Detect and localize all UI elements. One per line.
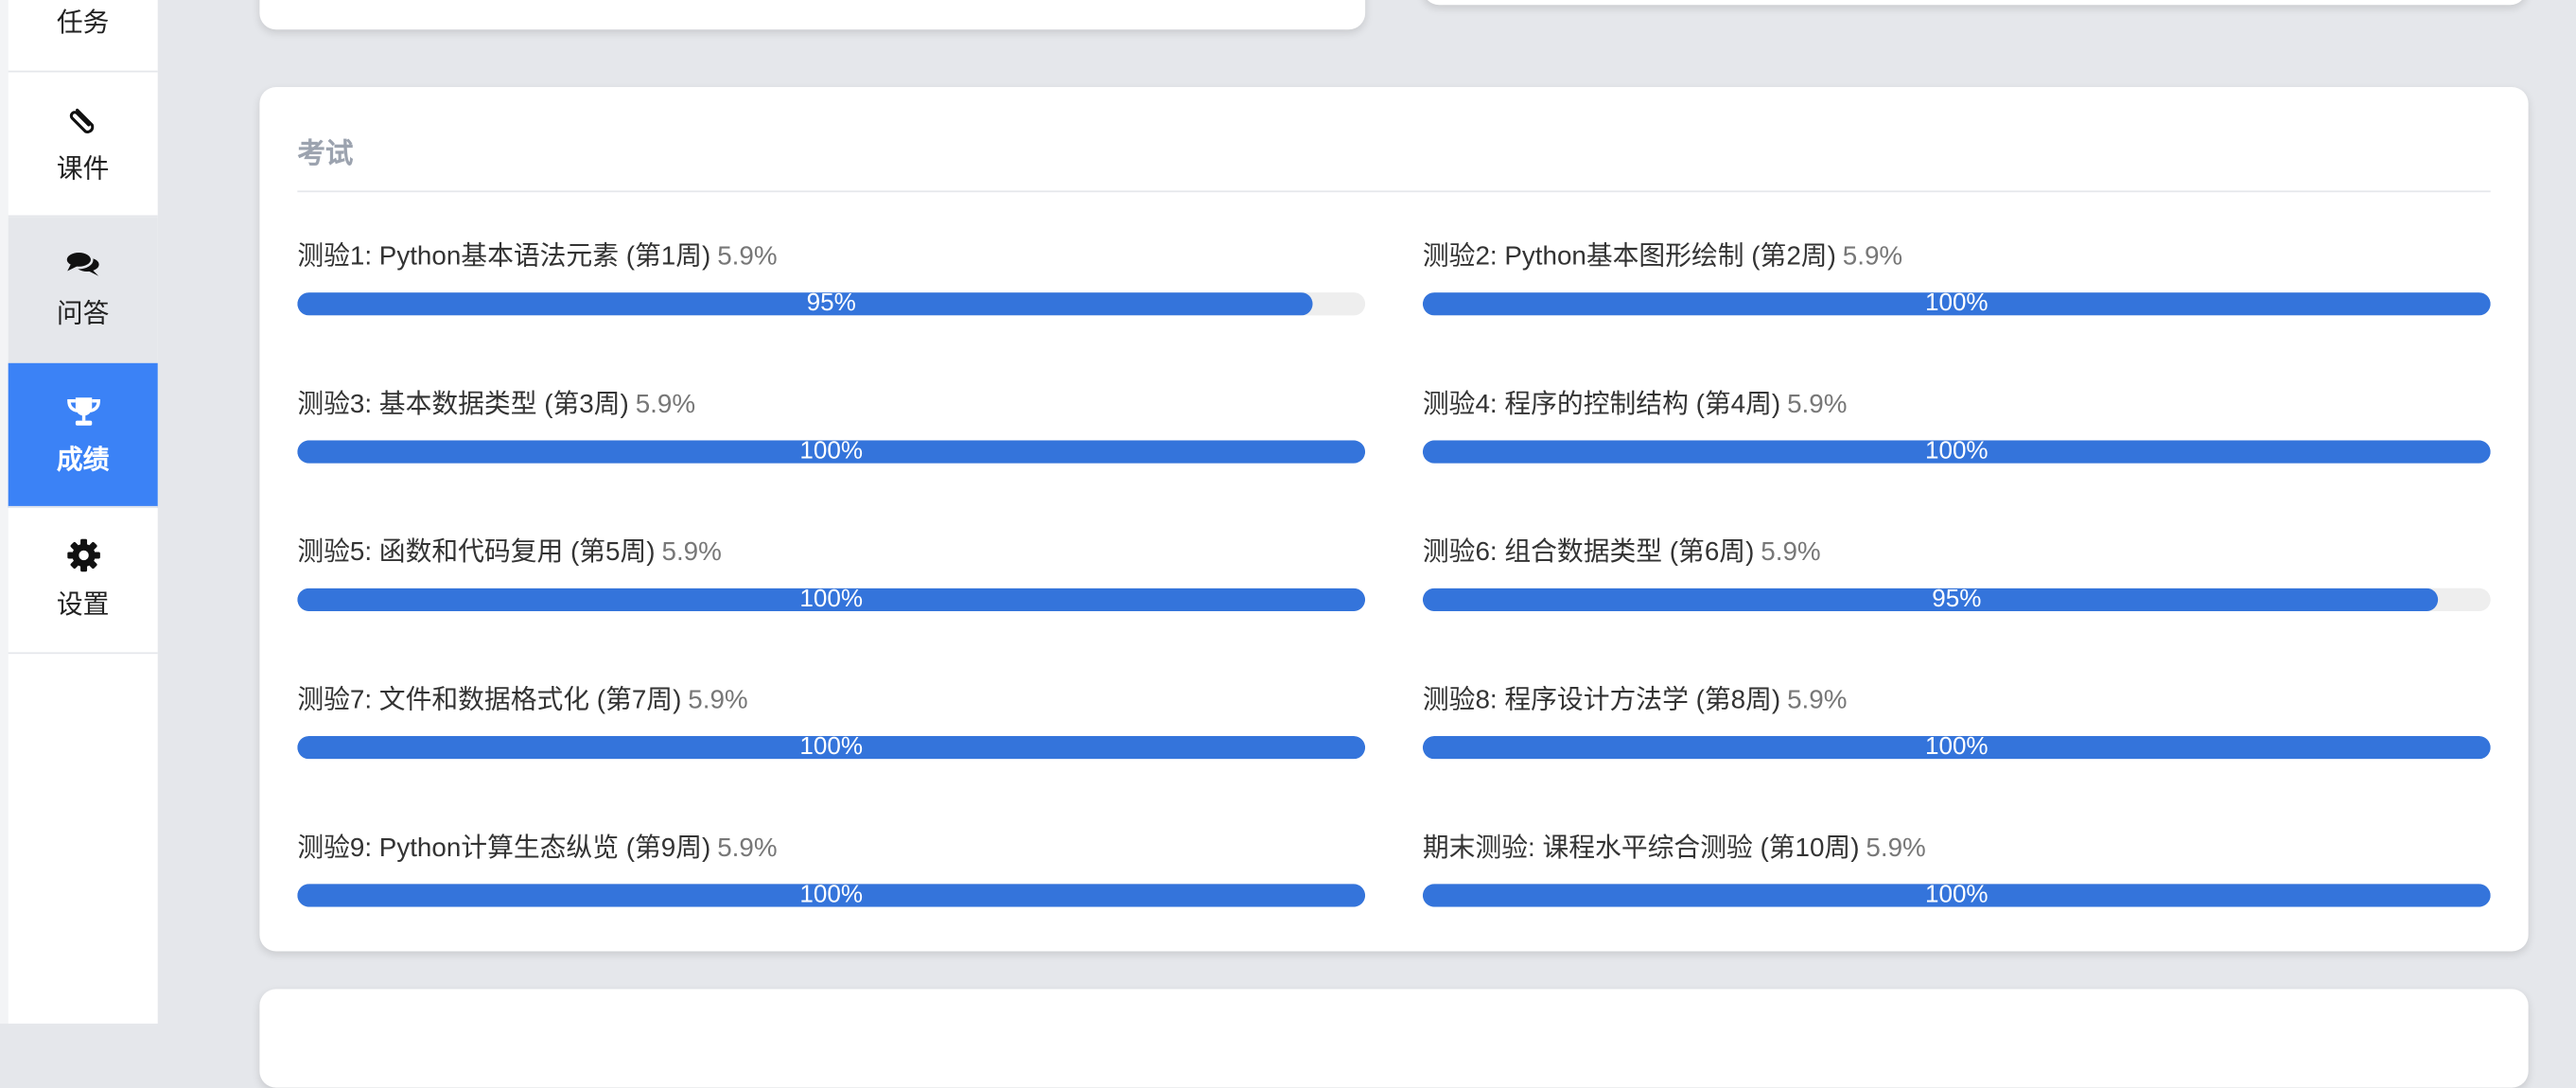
progress-label: 100% <box>799 884 864 907</box>
sidebar-item-label: 问答 <box>56 300 110 329</box>
progress-fill <box>1422 735 2491 760</box>
sidebar-item-courseware[interactable]: 课件 <box>8 72 158 218</box>
comments-icon <box>63 248 103 281</box>
progress-label: 100% <box>1924 735 1989 760</box>
exam-item: 测验5: 函数和代码复用 (第5周) 5.9% 100% <box>297 534 1366 612</box>
exam-name: 测验2: Python基本图形绘制 (第2周) <box>1422 243 1836 272</box>
divider <box>297 190 2491 193</box>
progress-bar: 95% <box>1422 588 2491 612</box>
progress-fill <box>1422 440 2491 464</box>
paperclip-icon <box>66 103 99 136</box>
exam-name: 测验7: 文件和数据格式化 (第7周) <box>297 686 682 715</box>
exam-weight: 5.9% <box>1761 538 1821 568</box>
progress-label: 100% <box>799 735 864 760</box>
progress-label: 95% <box>806 292 856 316</box>
exam-weight: 5.9% <box>1842 243 1903 272</box>
exam-item: 测验4: 程序的控制结构 (第4周) 5.9% 100% <box>1422 386 2491 464</box>
exam-weight: 5.9% <box>1866 834 1926 863</box>
exam-name: 测验4: 程序的控制结构 (第4周) <box>1422 391 1781 419</box>
exam-item: 测验2: Python基本图形绘制 (第2周) 5.9% 100% <box>1422 238 2491 316</box>
progress-bar: 100% <box>297 884 1366 907</box>
exam-label: 测验1: Python基本语法元素 (第1周) 5.9% <box>297 238 1365 278</box>
exam-label: 测验4: 程序的控制结构 (第4周) 5.9% <box>1423 386 2491 426</box>
progress-fill <box>1422 292 2491 316</box>
sidebar-item-label: 课件 <box>56 155 110 184</box>
exam-name: 测验3: 基本数据类型 (第3周) <box>297 391 629 419</box>
exam-weight: 5.9% <box>1787 391 1848 419</box>
exam-name: 测验9: Python计算生态纵览 (第9周) <box>297 834 711 863</box>
progress-bar: 100% <box>1422 884 2491 907</box>
exam-weight: 5.9% <box>635 391 696 419</box>
exam-item: 测验8: 程序设计方法学 (第8周) 5.9% 100% <box>1422 682 2491 760</box>
sidebar-item-label: 任务 <box>56 9 110 38</box>
exam-item: 测验6: 组合数据类型 (第6周) 5.9% 95% <box>1422 534 2491 612</box>
sidebar: 任务 课件 问答 成绩 设置 <box>8 0 158 1024</box>
exam-name: 测验8: 程序设计方法学 (第8周) <box>1422 686 1781 715</box>
exam-item: 测验9: Python计算生态纵览 (第9周) 5.9% 100% <box>297 830 1366 907</box>
progress-fill <box>297 440 1366 464</box>
sidebar-item-qa[interactable]: 问答 <box>8 217 158 363</box>
progress-bar: 100% <box>297 440 1366 464</box>
progress-fill <box>297 292 1312 316</box>
exam-card: 考试 测验1: Python基本语法元素 (第1周) 5.9% 95% 测验2: Py… <box>259 87 2529 952</box>
progress-bar: 100% <box>297 588 1366 612</box>
exam-name: 期末测验: 课程水平综合测验 (第10周) <box>1422 834 1860 863</box>
exam-label: 测验8: 程序设计方法学 (第8周) 5.9% <box>1423 682 2491 722</box>
exam-weight: 5.9% <box>1787 686 1848 715</box>
section-title: 考试 <box>297 137 354 169</box>
progress-fill <box>297 884 1366 907</box>
exam-label: 测验3: 基本数据类型 (第3周) 5.9% <box>297 386 1365 426</box>
exam-item: 期末测验: 课程水平综合测验 (第10周) 5.9% 100% <box>1422 830 2491 907</box>
exam-name: 测验5: 函数和代码复用 (第5周) <box>297 538 656 568</box>
exam-label: 测验5: 函数和代码复用 (第5周) 5.9% <box>297 534 1365 573</box>
progress-bar: 100% <box>1422 735 2491 760</box>
progress-bar: 100% <box>1422 292 2491 316</box>
sidebar-item-label: 成绩 <box>56 446 110 475</box>
card-above-left <box>259 0 1366 30</box>
progress-fill <box>1422 884 2491 907</box>
progress-bar: 100% <box>297 735 1366 760</box>
progress-label: 100% <box>1924 440 1989 464</box>
progress-label: 100% <box>799 588 864 612</box>
exam-label: 期末测验: 课程水平综合测验 (第10周) 5.9% <box>1423 830 2491 869</box>
exam-item: 测验7: 文件和数据格式化 (第7周) 5.9% 100% <box>297 682 1366 760</box>
exam-label: 测验6: 组合数据类型 (第6周) 5.9% <box>1423 534 2491 573</box>
exam-label: 测验2: Python基本图形绘制 (第2周) 5.9% <box>1423 238 2491 278</box>
progress-label: 100% <box>1924 884 1989 907</box>
exam-name: 测验1: Python基本语法元素 (第1周) <box>297 243 711 272</box>
progress-fill <box>1422 588 2438 612</box>
card-above-right <box>1422 0 2527 6</box>
exam-label: 测验9: Python计算生态纵览 (第9周) 5.9% <box>297 830 1365 869</box>
progress-fill <box>297 735 1366 760</box>
sidebar-item-settings[interactable]: 设置 <box>8 508 158 655</box>
exam-label: 测验7: 文件和数据格式化 (第7周) 5.9% <box>297 682 1365 722</box>
exam-weight: 5.9% <box>661 538 722 568</box>
exam-weight: 5.9% <box>717 243 778 272</box>
progress-label: 100% <box>1924 292 1989 316</box>
exam-weight: 5.9% <box>717 834 778 863</box>
progress-label: 95% <box>1932 588 1982 612</box>
progress-fill <box>297 588 1366 612</box>
sidebar-item-tasks[interactable]: 任务 <box>8 0 158 73</box>
progress-bar: 100% <box>1422 440 2491 464</box>
card-below <box>259 989 2529 1088</box>
gear-icon <box>66 538 100 572</box>
exam-item: 测验1: Python基本语法元素 (第1周) 5.9% 95% <box>297 238 1366 316</box>
progress-bar: 95% <box>297 292 1366 316</box>
exam-name: 测验6: 组合数据类型 (第6周) <box>1422 538 1755 568</box>
page-edge <box>0 0 9 1024</box>
sidebar-item-grades[interactable]: 成绩 <box>8 362 158 508</box>
progress-label: 100% <box>799 440 864 464</box>
trophy-icon <box>65 394 101 427</box>
exam-item: 测验3: 基本数据类型 (第3周) 5.9% 100% <box>297 386 1366 464</box>
sidebar-item-label: 设置 <box>56 591 110 620</box>
exam-weight: 5.9% <box>688 686 748 715</box>
